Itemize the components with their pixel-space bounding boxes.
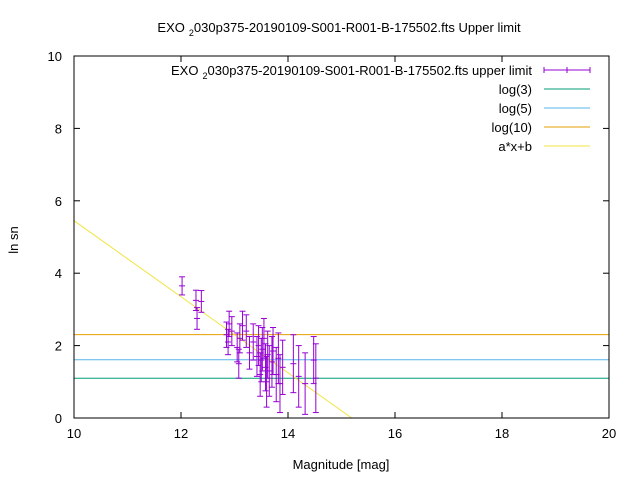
data-point — [239, 310, 246, 341]
legend-item: EXO 2030p375-20190109-S001-R001-B-175502.… — [171, 63, 591, 81]
y-tick-label: 0 — [55, 411, 62, 426]
x-tick-label: 20 — [602, 426, 616, 441]
data-point — [268, 336, 275, 388]
x-tick-label: 12 — [174, 426, 188, 441]
data-point — [290, 334, 297, 394]
x-axis-label: Magnitude [mag] — [293, 457, 390, 472]
data-point — [295, 345, 302, 408]
data-point — [312, 343, 319, 414]
data-point — [235, 348, 242, 379]
y-axis-label: ln sn — [6, 226, 21, 253]
chart-title: EXO 2030p375-20190109-S001-R001-B-175502.… — [157, 20, 521, 38]
data-point — [236, 323, 243, 354]
axis-ticks: 10 12 14 16 18 20 0 2 4 6 8 10 — [48, 49, 617, 441]
plot-lines — [73, 220, 609, 419]
data-point — [302, 352, 309, 415]
x-tick-label: 16 — [388, 426, 402, 441]
legend-label: a*x+b — [498, 139, 532, 154]
y-tick-label: 10 — [48, 49, 62, 64]
data-point — [276, 354, 283, 414]
legend: EXO 2030p375-20190109-S001-R001-B-175502.… — [171, 63, 591, 154]
legend-item: log(10) — [492, 120, 590, 135]
x-tick-label: 14 — [281, 426, 295, 441]
legend-item: log(3) — [499, 82, 590, 97]
data-point — [243, 314, 250, 348]
data-point — [273, 346, 280, 403]
y-tick-label: 6 — [55, 194, 62, 209]
data-point — [179, 276, 186, 296]
data-point — [263, 355, 270, 408]
data-point — [228, 316, 235, 347]
legend-label: log(3) — [499, 82, 532, 97]
fit-line — [73, 220, 352, 419]
data-point — [225, 328, 232, 356]
data-point — [250, 323, 257, 361]
data-point — [258, 337, 265, 383]
legend-item: a*x+b — [498, 139, 590, 154]
data-point — [194, 307, 201, 330]
data-point — [226, 310, 233, 338]
y-tick-label: 4 — [55, 266, 62, 281]
plot-points — [179, 276, 319, 415]
x-tick-label: 10 — [67, 426, 81, 441]
data-point — [246, 336, 253, 370]
legend-label: log(10) — [492, 120, 532, 135]
x-tick-label: 18 — [495, 426, 509, 441]
plot-frame — [73, 55, 610, 419]
data-point — [266, 345, 273, 397]
legend-label: EXO 2030p375-20190109-S001-R001-B-175502.… — [171, 63, 532, 81]
legend-label: log(5) — [499, 101, 532, 116]
y-tick-label: 8 — [55, 121, 62, 136]
y-tick-label: 2 — [55, 339, 62, 354]
legend-item: log(5) — [499, 101, 590, 116]
data-point — [279, 339, 286, 395]
data-point — [198, 290, 205, 313]
